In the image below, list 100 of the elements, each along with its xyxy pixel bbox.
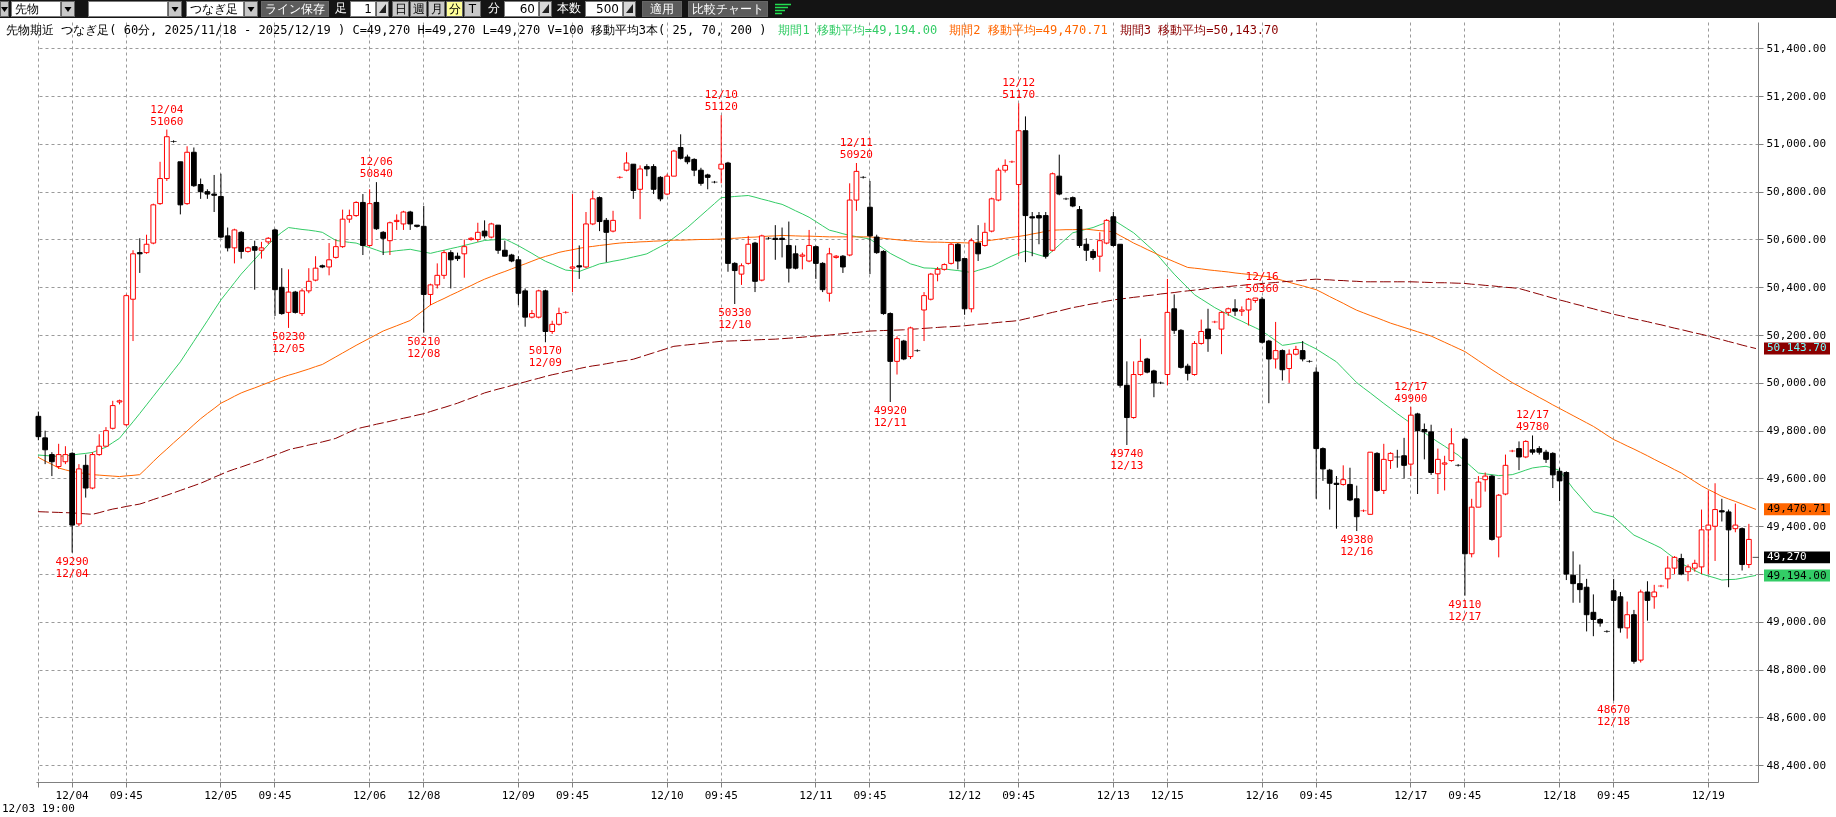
candlestick [637,164,643,220]
text: 49,194.00 [1767,568,1827,582]
candlestick [1340,464,1347,487]
button: 日 [392,1,409,17]
candlestick [1279,348,1286,381]
candlestick [42,430,48,465]
x-tick-label: 12/04 [55,789,90,802]
x-tick-label: 12/05 [204,789,238,802]
x-tick-label: 09:45 [1448,789,1482,802]
candlestick [1516,440,1522,471]
candlestick [82,454,89,499]
annotation: 12/12 51170 [1002,76,1036,102]
candlestick [1644,580,1651,622]
candlestick [745,235,752,266]
candlestick [860,175,867,180]
annotation: 49740 12/13 [1110,447,1144,473]
candlestick [1299,340,1306,362]
candlestick [35,411,42,441]
y-tick-label: 49,600.00 [1766,471,1827,485]
candlestick [1732,503,1739,533]
candlestick [982,222,988,248]
candlestick [1056,154,1063,196]
candlestick [975,224,981,262]
candlestick [312,255,319,282]
candlestick [914,348,921,353]
y-tick-label: 49,800.00 [1766,424,1827,438]
candlestick [1603,629,1610,634]
x-tick-label: 09:45 [109,789,143,802]
button: 比較チャート [688,1,768,17]
candlestick [948,242,954,266]
x-tick-label: 12/08 [407,789,441,802]
x-tick-label: 09:45 [1597,789,1631,802]
x-tick-label: 12/18 [1543,789,1577,802]
x-tick-label: 12/11 [799,789,833,802]
candlestick [238,230,245,260]
x-tick-label: 12/06 [353,789,387,802]
annotation: 12/06 50840 [359,155,393,181]
button: 分 [446,1,463,17]
text: 50,143.70 [1767,341,1827,355]
annotation: 49110 12/17 [1448,597,1482,623]
x-tick-label: 12/12 [948,789,982,802]
candlestick [1448,427,1455,463]
y-tick-label: 48,800.00 [1766,663,1827,677]
annotation: 49380 12/16 [1340,533,1374,559]
text: 49,270 [1767,550,1807,564]
candlestick [251,240,258,291]
annotation: 12/04 51060 [150,102,184,128]
candlestick [1272,321,1279,370]
x-tick-label: 12/16 [1245,789,1279,802]
annotation: 12/11 50920 [839,136,873,162]
y-tick-label: 51,200.00 [1766,89,1827,103]
candlestick [461,238,468,279]
x-tick-label: 09:45 [258,789,292,802]
annotation: 12/17 49900 [1394,379,1428,405]
x-tick-label: 09:45 [555,789,590,802]
x-tick-label: 12/09 [501,789,535,802]
dropdown-field: 先物 [11,1,61,17]
x-tick-label: 12/15 [1150,789,1184,802]
candlestick [718,114,725,184]
text: 本数 [556,1,582,17]
y-tick-label: 50,400.00 [1766,280,1827,294]
chart-title: 先物期近 つなぎ足( 60分, 2025/11/18 - 2025/12/19 ) C=49,270 H=49,270 L=49,270 V=100 移動平均3本( 25, 70, 200 ) [6,23,767,37]
button: 適用 [642,1,682,17]
x-tick-label: 09:45 [704,789,738,802]
annotation: 50230 12/05 [271,329,306,355]
number-field: 1 [350,1,376,17]
x-tick-label: 09:45 [1299,789,1333,802]
y-tick-label: 48,400.00 [1766,758,1827,772]
candlestick [1482,472,1489,493]
candlestick [1657,584,1664,588]
candlestick [387,221,393,256]
number-field: 500 [585,1,623,17]
x-tick-label: 12/17 [1394,789,1428,802]
candlestick [616,175,623,180]
y-tick-label: 48,600.00 [1766,710,1827,724]
x-tick-label: 09:45 [1002,789,1036,802]
annotation: 50170 12/09 [528,344,562,370]
candlestick [1232,298,1238,317]
y-tick-label: 51,000.00 [1766,137,1827,151]
candlestick [170,139,177,144]
annotation: 49290 12/04 [55,554,90,580]
candlestick [569,193,576,293]
candlestick [562,310,569,315]
candlestick [136,237,143,274]
x-tick-label: 09:45 [853,789,887,802]
y-tick-label: 50,200.00 [1766,328,1827,342]
text: 期間2 移動平均=49,470.71 [949,23,1108,37]
candlestick [1205,308,1211,353]
candlestick [1651,584,1658,610]
button: 週 [410,1,427,17]
candlestick [326,242,332,276]
y-tick-label: 49,000.00 [1766,615,1827,629]
y-tick-label: 49,400.00 [1766,519,1827,533]
annotation: 49920 12/11 [873,404,907,429]
y-tick-label: 50,800.00 [1766,185,1827,199]
text: 足 [334,1,348,17]
candlestick [231,228,238,264]
candlestick [894,335,900,376]
button: 月 [428,1,445,17]
annotation: 50210 12/08 [407,334,441,360]
